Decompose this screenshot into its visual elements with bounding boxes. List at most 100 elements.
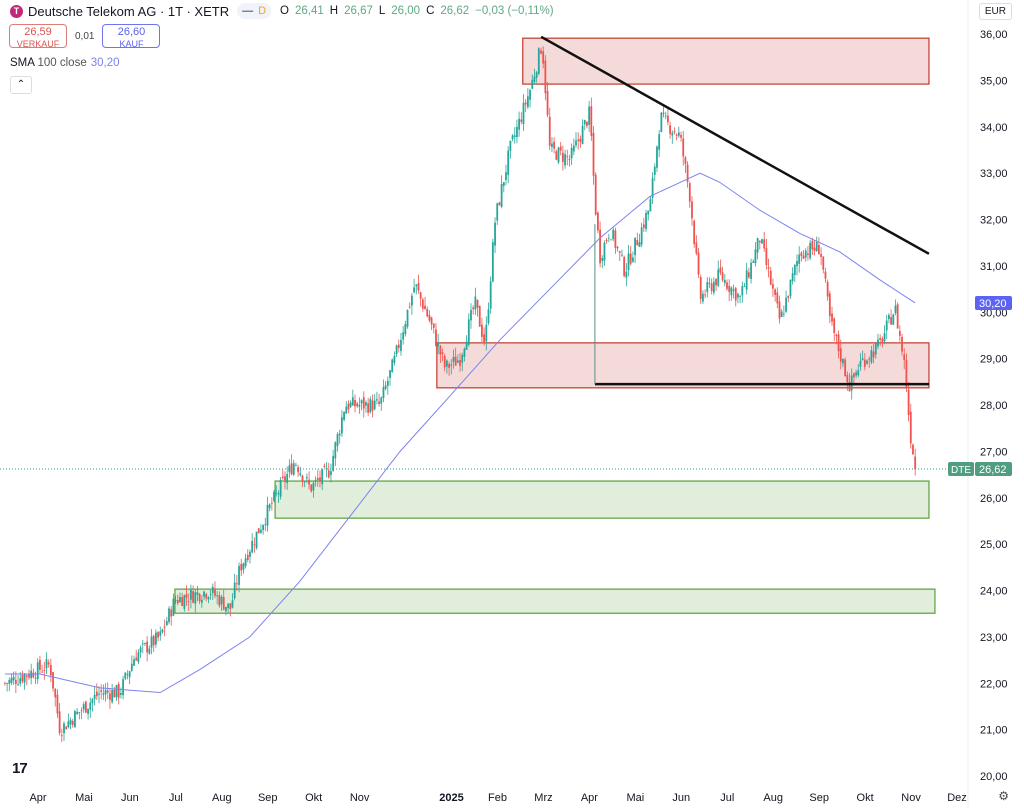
candle-body [174, 600, 177, 602]
buy-button[interactable]: 26,60 KAUF [102, 24, 161, 49]
candle-body [443, 355, 446, 368]
candle-body [32, 672, 35, 678]
candle-body [782, 313, 785, 315]
candle-body [14, 679, 17, 684]
settings-gear-icon[interactable]: ⚙ [998, 789, 1009, 803]
candle-body [809, 242, 812, 259]
candle-body [839, 348, 842, 362]
candle-body [581, 125, 584, 145]
candle-body [614, 230, 617, 248]
candle-body [148, 648, 151, 654]
candle-body [483, 334, 486, 344]
sell-button[interactable]: 26,59 VERKAUF [9, 24, 67, 49]
candle-body [553, 141, 556, 149]
last-price-label: 26,62 [979, 464, 1007, 476]
candle-body [723, 279, 726, 284]
candle-body [284, 476, 286, 482]
candle-body [824, 271, 827, 279]
candle-body [583, 120, 586, 125]
candle-body [702, 293, 704, 302]
x-tick-label: Apr [581, 792, 598, 804]
candle-body [235, 583, 238, 585]
x-tick-label: Aug [763, 792, 783, 804]
candle-body [231, 600, 234, 608]
candle-body [106, 690, 109, 693]
x-tick-label: Okt [857, 792, 874, 804]
candle-body [888, 314, 890, 320]
y-tick-label: 26,00 [980, 493, 1008, 505]
sma-price-label-bg [975, 295, 1012, 310]
candle-body [163, 626, 166, 628]
close-value: 26,62 [440, 5, 470, 17]
candle-body [63, 723, 65, 734]
candle-body [275, 492, 278, 494]
candle-body [791, 273, 794, 281]
candle-body [415, 284, 418, 287]
candle-body [487, 309, 490, 324]
candle-body [386, 380, 389, 386]
currency-selector[interactable]: EUR [978, 3, 1012, 20]
candle-body [126, 674, 129, 675]
candle-body [373, 400, 376, 410]
candle-body [621, 254, 623, 256]
candle-body [360, 400, 363, 404]
x-tick-label: Jun [672, 792, 690, 804]
candle-body [898, 331, 901, 336]
candle-body [522, 102, 525, 124]
spread: 0,01 [75, 30, 95, 42]
collapse-legend-button[interactable]: ⌃ [10, 76, 32, 94]
y-tick-label: 22,00 [980, 678, 1008, 690]
candle-body [305, 477, 308, 479]
candle-body [737, 294, 739, 298]
candle-body [551, 143, 553, 147]
candle-body [546, 90, 549, 115]
candle-body [511, 135, 514, 139]
sma-line [4, 172, 916, 694]
candle-body [351, 397, 354, 406]
close-label: C [426, 5, 435, 17]
candle-body [491, 242, 494, 282]
candle-body [548, 116, 551, 146]
candle-body [220, 596, 223, 605]
resistance-zone [436, 342, 930, 389]
candle-body [297, 467, 300, 473]
candle-body [454, 356, 457, 366]
candle-body [391, 359, 394, 373]
candle-body [327, 470, 330, 478]
candle-body [181, 597, 184, 606]
candle-body [717, 269, 720, 286]
candle-body [253, 544, 256, 546]
candle-body [903, 354, 906, 361]
candle-body [52, 672, 54, 689]
candle-body [240, 563, 243, 571]
candle-body [246, 554, 249, 560]
candle-body [616, 246, 619, 249]
candle-body [540, 50, 542, 54]
candle-body [347, 403, 350, 410]
candle-body [485, 324, 488, 342]
candle-body [577, 139, 580, 141]
candle-body [651, 178, 654, 198]
market-status[interactable]: — D [237, 3, 272, 19]
candle-body [896, 304, 899, 329]
candle-body [526, 96, 529, 108]
candle-body [426, 308, 429, 317]
candle-body [30, 670, 33, 679]
candle-body [677, 132, 680, 136]
candle-body [607, 237, 610, 239]
candle-body [308, 479, 310, 485]
candle-body [478, 306, 481, 327]
sma-legend[interactable]: SMA 100 close 30,20 [10, 57, 120, 69]
candle-body [870, 350, 873, 363]
candle-body [461, 354, 464, 363]
candle-body [732, 289, 735, 291]
x-tick-label: 2025 [439, 792, 463, 804]
high-value: 26,67 [344, 5, 373, 17]
candle-body [861, 358, 864, 360]
status-dash: — [242, 5, 254, 17]
symbol-title[interactable]: Deutsche Telekom AG · 1T · XETR [28, 3, 230, 19]
buy-label: KAUF [119, 39, 144, 49]
candle-body [691, 201, 693, 219]
candle-body [211, 586, 214, 594]
